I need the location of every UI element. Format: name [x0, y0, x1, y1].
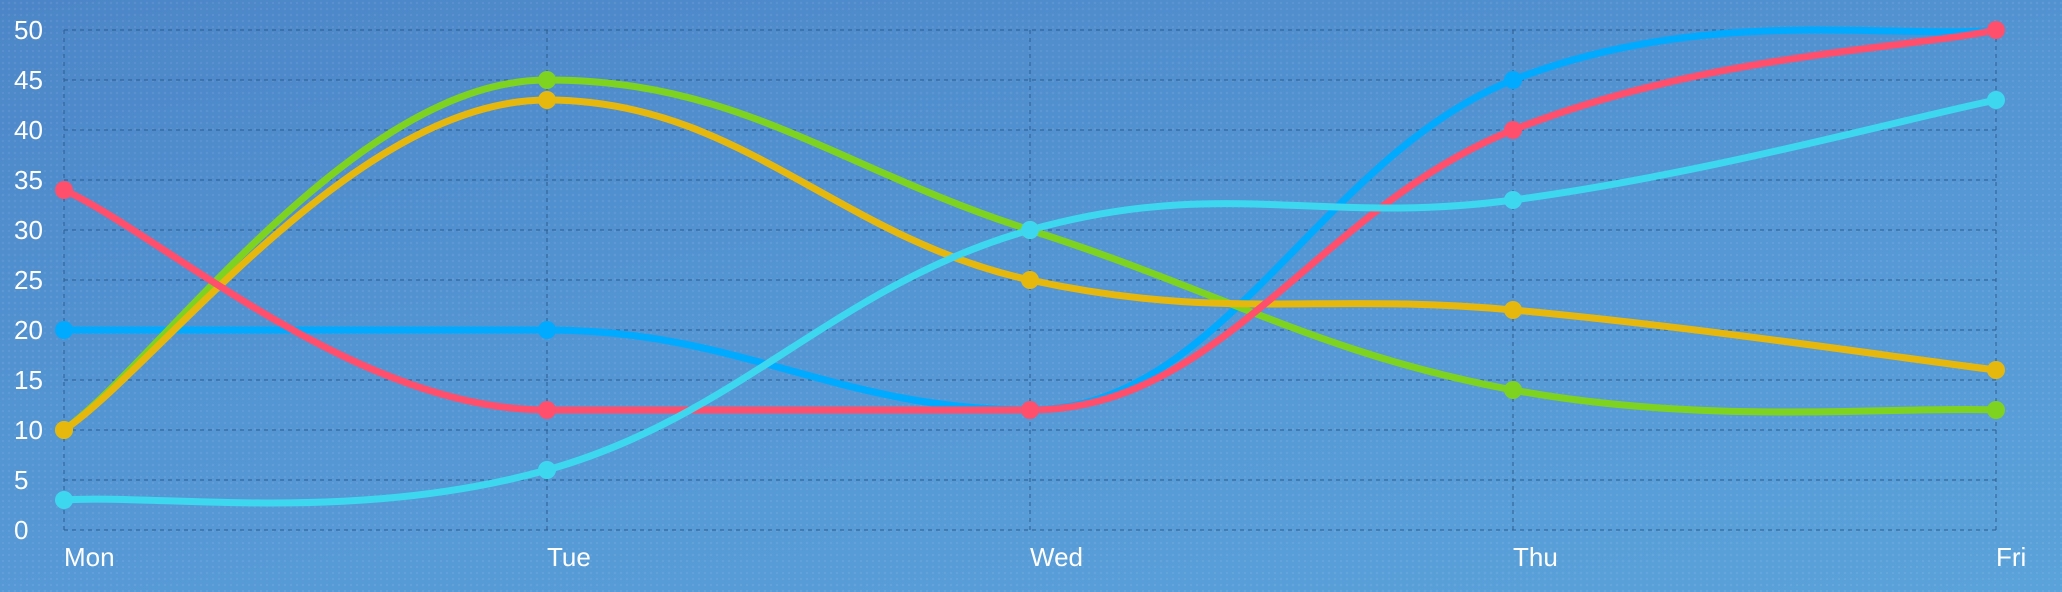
data-point[interactable]: [55, 421, 73, 439]
data-point[interactable]: [1504, 301, 1522, 319]
x-tick-label: Fri: [1996, 542, 2026, 572]
data-point[interactable]: [538, 91, 556, 109]
data-point[interactable]: [538, 401, 556, 419]
x-axis: Mon Tue Wed Thu Fri: [64, 542, 2026, 572]
y-tick-label: 15: [14, 365, 43, 395]
series-group: [60, 26, 2000, 507]
x-tick-label: Mon: [64, 542, 115, 572]
series-line: [60, 26, 2000, 414]
y-tick-label: 5: [14, 465, 28, 495]
y-tick-label: 10: [14, 415, 43, 445]
data-point[interactable]: [55, 181, 73, 199]
y-tick-label: 20: [14, 315, 43, 345]
data-point[interactable]: [538, 321, 556, 339]
data-point[interactable]: [55, 491, 73, 509]
y-tick-label: 25: [14, 265, 43, 295]
data-point[interactable]: [1987, 401, 2005, 419]
data-point[interactable]: [1987, 21, 2005, 39]
data-point[interactable]: [1987, 361, 2005, 379]
y-tick-label: 45: [14, 65, 43, 95]
data-point[interactable]: [1021, 221, 1039, 239]
y-tick-label: 40: [14, 115, 43, 145]
series-line: [60, 76, 2000, 434]
x-tick-label: Wed: [1030, 542, 1083, 572]
data-point[interactable]: [55, 321, 73, 339]
y-tick-label: 30: [14, 215, 43, 245]
data-point[interactable]: [538, 461, 556, 479]
y-tick-label: 0: [14, 515, 28, 545]
y-axis: 0 5 10 15 20 25 30 35 40 45 50: [14, 15, 43, 545]
data-point[interactable]: [1504, 381, 1522, 399]
data-point[interactable]: [1021, 401, 1039, 419]
y-tick-label: 50: [14, 15, 43, 45]
x-tick-label: Tue: [547, 542, 591, 572]
data-point[interactable]: [1504, 71, 1522, 89]
data-point[interactable]: [1504, 121, 1522, 139]
y-tick-label: 35: [14, 165, 43, 195]
points-group: [55, 21, 2005, 509]
data-point[interactable]: [1504, 191, 1522, 209]
data-point[interactable]: [538, 71, 556, 89]
data-point[interactable]: [1021, 271, 1039, 289]
series-line: [60, 96, 2000, 434]
x-tick-label: Thu: [1513, 542, 1558, 572]
data-point[interactable]: [1987, 91, 2005, 109]
